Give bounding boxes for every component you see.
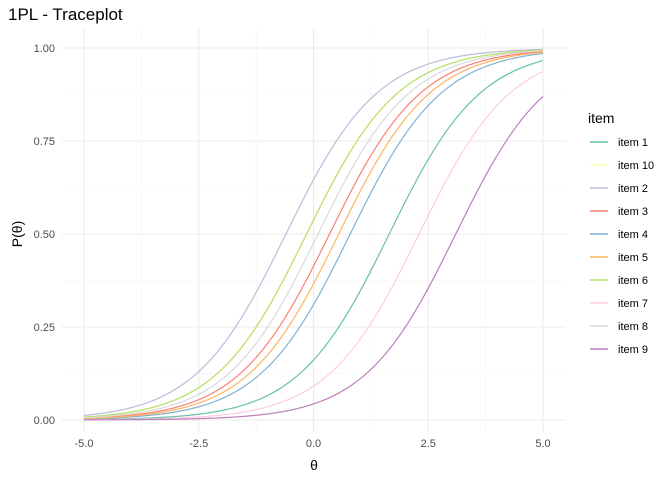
- legend-title: item: [588, 110, 614, 126]
- y-axis-title: P(θ): [9, 221, 25, 247]
- x-axis-ticks: -5.0 -2.5 0.0 2.5 5.0: [75, 438, 551, 450]
- legend-item: item 8: [590, 321, 648, 333]
- y-axis-ticks: 0.00 0.25 0.50 0.75 1.00: [34, 43, 55, 427]
- legend-item: item 2: [590, 183, 648, 195]
- series-line: [83, 70, 544, 421]
- chart-title: 1PL - Traceplot: [8, 5, 123, 24]
- y-tick-label: 0.75: [34, 136, 55, 148]
- series-line: [83, 49, 544, 418]
- series-line: [83, 48, 544, 417]
- legend-label: item 6: [618, 275, 648, 287]
- y-tick-label: 0.50: [34, 229, 55, 241]
- legend-label: item 1: [618, 137, 648, 149]
- series-line: [83, 50, 544, 419]
- legend-item: item 7: [590, 298, 648, 310]
- x-tick-label: 0.0: [306, 438, 321, 450]
- legend-label: item 8: [618, 321, 648, 333]
- legend-item: item 3: [590, 206, 648, 218]
- legend-item: item 4: [590, 229, 648, 241]
- series-line: [83, 52, 544, 420]
- y-tick-label: 1.00: [34, 43, 55, 55]
- legend-label: item 4: [618, 229, 648, 241]
- legend-label: item 10: [618, 160, 654, 172]
- legend: item item 1 item 10 item 2 item 3 item 4 item…: [588, 110, 654, 356]
- legend-item: item 9: [590, 344, 648, 356]
- legend-label: item 9: [618, 344, 648, 356]
- x-axis-title: θ: [310, 457, 318, 473]
- legend-item: item 10: [590, 160, 654, 172]
- legend-item: item 5: [590, 252, 648, 264]
- y-tick-label: 0.25: [34, 322, 55, 334]
- legend-label: item 3: [618, 206, 648, 218]
- legend-item: item 6: [590, 275, 648, 287]
- legend-label: item 7: [618, 298, 648, 310]
- legend-label: item 2: [618, 183, 648, 195]
- curves: [83, 48, 544, 421]
- x-tick-label: -2.5: [189, 438, 208, 450]
- series-line: [83, 95, 544, 421]
- y-tick-label: 0.00: [34, 415, 55, 427]
- legend-label: item 5: [618, 252, 648, 264]
- x-tick-label: 2.5: [421, 438, 436, 450]
- series-line: [83, 50, 544, 419]
- legend-item: item 1: [590, 137, 648, 149]
- x-tick-label: -5.0: [75, 438, 94, 450]
- x-tick-label: 5.0: [535, 438, 550, 450]
- grid: [62, 28, 566, 432]
- series-line: [83, 60, 544, 421]
- series-line: [83, 51, 544, 420]
